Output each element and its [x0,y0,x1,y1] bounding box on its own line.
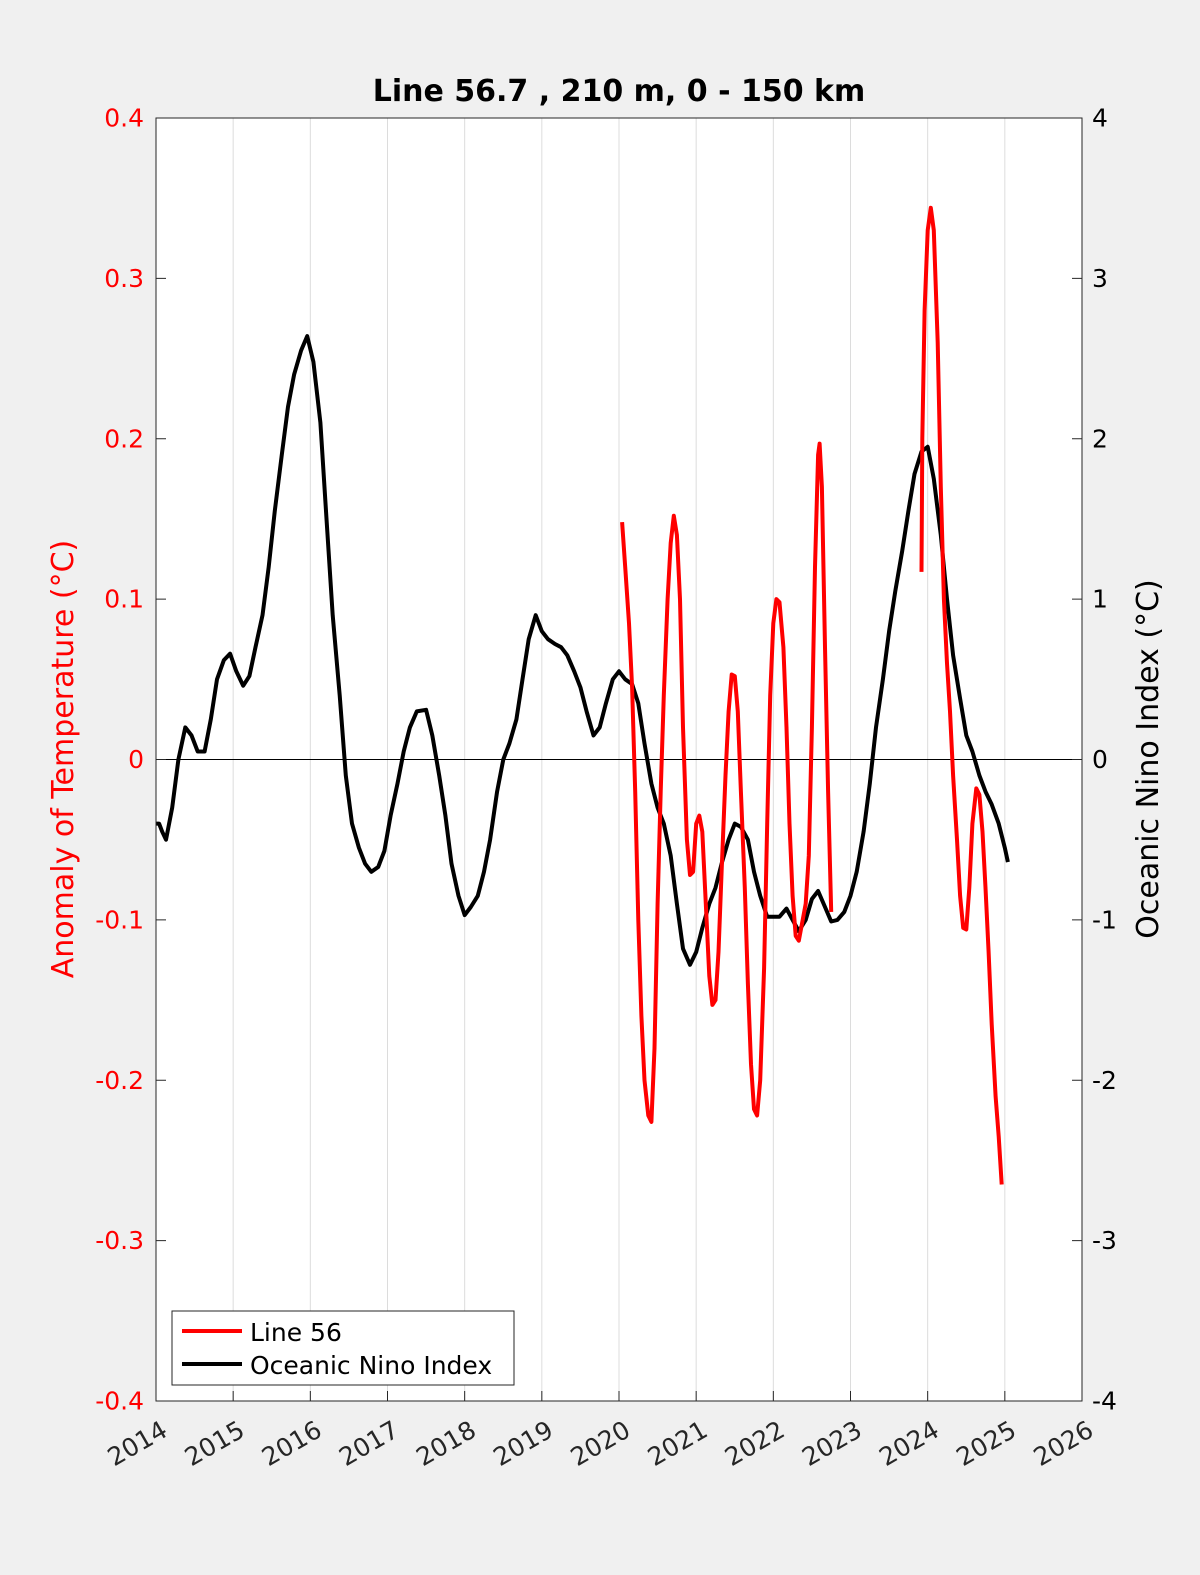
x-tick-label-2017: 2017 [334,1415,404,1472]
x-tick-label-2023: 2023 [797,1415,867,1472]
x-tick-label-2020: 2020 [566,1415,636,1472]
x-tick-label-2025: 2025 [951,1415,1021,1472]
y-right-tick-label: 2 [1092,424,1108,453]
legend: Line 56 Oceanic Nino Index [171,1310,515,1386]
y-left-tick-label: -0.1 [95,905,144,934]
y-left-tick-label: -0.2 [95,1066,144,1095]
y-left-tick-label: 0.2 [104,424,144,453]
y-left-tick-label: 0.3 [104,264,144,293]
y-axis-left-label: Anomaly of Temperature (°C) [46,540,81,979]
series-layer [156,205,1010,1185]
x-tick-label-2021: 2021 [643,1415,713,1472]
x-tick-label-2015: 2015 [180,1415,250,1472]
y-right-tick-label: -2 [1092,1066,1117,1095]
x-axis: 2014 2015 2016 2017 2018 2019 2020 2021 2022 2023… [103,1391,1099,1472]
y-right-tick-label: -4 [1092,1387,1117,1416]
y-right-tick-label: 0 [1092,745,1108,774]
y-right-tick-label: 3 [1092,264,1108,293]
y-right-tick-label: -3 [1092,1226,1117,1255]
y-left-tick-label: 0 [128,745,144,774]
x-tick-label-2026: 2026 [1029,1415,1099,1472]
legend-box [171,1310,515,1386]
legend-label-line-56: Line 56 [250,1318,342,1347]
y-left-tick-label: -0.3 [95,1226,144,1255]
x-tick-label-2019: 2019 [488,1415,558,1472]
y-right-tick-label: 4 [1092,104,1108,133]
y-axis-left: 0.4 0.3 0.2 0.1 0 -0.1 -0.2 -0.3 -0.4 [95,104,166,1416]
x-tick-label-2016: 2016 [257,1415,327,1472]
y-left-tick-label: 0.1 [104,585,144,614]
y-left-tick-label: 0.4 [104,104,144,133]
series-line-56-segment-1 [620,441,834,1124]
x-tick-label-2014: 2014 [103,1415,173,1472]
y-right-tick-label: -1 [1092,905,1117,934]
series-line-oceanic-nino-index [156,334,1010,967]
y-left-tick-label: -0.4 [95,1387,144,1416]
y-axis-right: 4 3 2 1 0 -1 -2 -3 -4 [1072,104,1117,1416]
x-tick-label-2024: 2024 [874,1415,944,1472]
chart-title: Line 56.7 , 210 m, 0 - 150 km [373,74,866,109]
x-tick-label-2022: 2022 [720,1415,790,1472]
series-line-56-segment-2 [919,205,1004,1185]
legend-label-oni: Oceanic Nino Index [250,1351,492,1380]
y-axis-right-label: Oceanic Nino Index (°C) [1131,579,1166,939]
y-right-tick-label: 1 [1092,585,1108,614]
x-tick-label-2018: 2018 [411,1415,481,1472]
